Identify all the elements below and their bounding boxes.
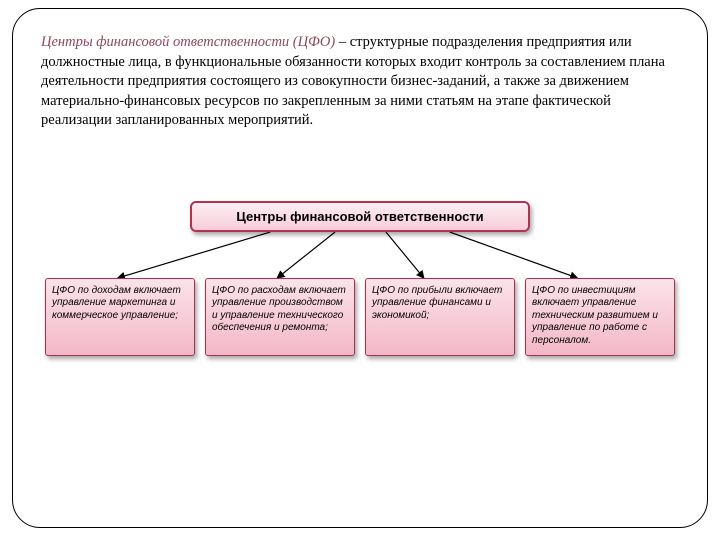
arrow-layer-container <box>41 232 679 278</box>
child-node-expenses: ЦФО по расходам включает управление прои… <box>205 278 355 356</box>
children-row: ЦФО по доходам включает управление марке… <box>41 278 679 356</box>
child-node-investment: ЦФО по инвестициям включает управление т… <box>525 278 675 356</box>
child-label: ЦФО по инвестициям включает управление т… <box>532 285 658 346</box>
intro-paragraph: Центры финансовой ответственности (ЦФО) … <box>41 33 679 131</box>
child-node-income: ЦФО по доходам включает управление марке… <box>45 278 195 356</box>
arrow-4 <box>450 232 578 278</box>
child-label: ЦФО по расходам включает управление прои… <box>212 285 346 334</box>
child-label: ЦФО по доходам включает управление марке… <box>52 285 181 321</box>
arrow-1 <box>118 232 271 278</box>
arrow-2 <box>277 232 335 278</box>
diagram-container: Центры финансовой ответственности <box>41 201 679 356</box>
root-label: Центры финансовой ответственности <box>236 209 483 224</box>
child-label: ЦФО по прибыли включает управление финан… <box>372 285 502 321</box>
slide-frame: Центры финансовой ответственности (ЦФО) … <box>12 8 708 528</box>
arrows-svg <box>41 232 679 278</box>
term-text: Центры финансовой ответственности (ЦФО) <box>41 34 335 50</box>
root-node: Центры финансовой ответственности <box>190 201 530 232</box>
child-node-profit: ЦФО по прибыли включает управление финан… <box>365 278 515 356</box>
arrow-3 <box>386 232 424 278</box>
